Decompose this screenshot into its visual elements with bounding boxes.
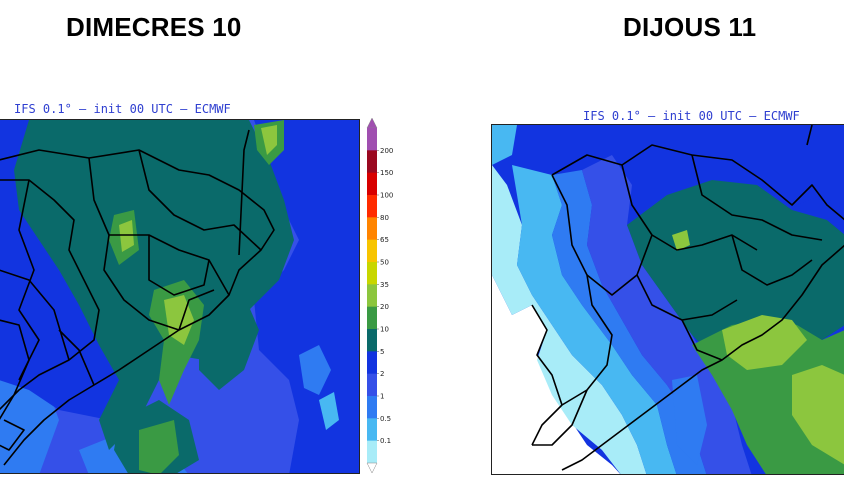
field-35mm-interior — [672, 230, 690, 251]
legend-label: 10 — [380, 326, 389, 334]
inner-border-west — [0, 179, 100, 411]
inner-border-8 — [0, 419, 25, 451]
field-10mm-east — [199, 295, 259, 390]
legend-top-arrow — [366, 117, 378, 129]
legend-swatch — [367, 217, 377, 241]
region-borders-right — [531, 125, 844, 471]
inner-border-3 — [691, 154, 823, 241]
inner-border-4 — [731, 234, 813, 286]
inner-border-north — [806, 125, 813, 146]
inner-border-6 — [586, 274, 638, 296]
precipitation-map-left — [0, 119, 360, 474]
legend-swatch — [367, 239, 377, 263]
legend-label: 1 — [380, 393, 384, 401]
day-title-wednesday: DIMECRES 10 — [66, 12, 242, 42]
legend-label: 0.5 — [380, 415, 391, 423]
map-caption-left: IFS 0.1° – init 00 UTC – ECMWF — [14, 102, 231, 116]
inner-border-7 — [531, 304, 563, 406]
legend-label: 50 — [380, 259, 389, 267]
legend-label: 5 — [380, 348, 384, 356]
inner-border-9 — [178, 289, 215, 331]
field-35mm-interior — [119, 220, 134, 252]
legend-label: 150 — [380, 169, 393, 177]
legend-label: 80 — [380, 214, 389, 222]
legend-swatch — [367, 284, 377, 308]
inner-border-5 — [18, 179, 40, 381]
legend-label: 35 — [380, 281, 389, 289]
region-borders-left — [0, 129, 275, 466]
legend-label: 65 — [380, 236, 389, 244]
legend-swatch — [367, 306, 377, 330]
color-legend: 200 150 100 80 65 50 35 20 10 5 2 1 0.5 0.1 — [364, 117, 404, 474]
legend-swatch — [367, 351, 377, 375]
field-1mm-south-spot — [672, 375, 707, 465]
field-5mm-east — [254, 120, 359, 473]
field-35mm-coast — [722, 315, 807, 370]
inner-border-2 — [138, 149, 262, 251]
legend-label: 200 — [380, 147, 393, 155]
precipitation-map-left-svg — [0, 120, 359, 473]
coastline-border — [0, 149, 275, 466]
field-05mm-nw — [492, 125, 517, 165]
inner-border-3 — [109, 234, 230, 296]
legend-swatch — [367, 262, 377, 285]
map-caption-right: IFS 0.1° – init 00 UTC – ECMWF — [583, 109, 800, 123]
inner-border-north — [238, 129, 250, 256]
legend-swatch — [367, 195, 377, 218]
inner-border-1 — [88, 157, 180, 331]
inner-border-8 — [532, 389, 588, 446]
coastline-border — [561, 244, 844, 471]
precipitation-map-right-svg — [492, 125, 844, 474]
inner-border-5 — [681, 319, 723, 361]
day-title-thursday: DIJOUS 11 — [623, 12, 757, 42]
field-1mm-band — [552, 170, 707, 474]
legend-swatch — [367, 373, 377, 397]
field-2mm-band — [582, 155, 752, 474]
inner-border-2 — [636, 234, 738, 321]
field-5mm-northeast — [797, 195, 844, 235]
inner-border-10 — [58, 329, 95, 386]
legend-swatch — [367, 329, 377, 352]
field-01mm-band — [492, 165, 647, 474]
inner-border-4 — [148, 235, 210, 296]
field-1mm-east-spot — [299, 345, 331, 395]
field-35mm-east — [792, 365, 844, 465]
field-dry-west — [492, 275, 621, 474]
legend-swatch — [367, 440, 377, 464]
legend-bottom-arrow — [366, 462, 378, 474]
inner-border-7 — [0, 319, 30, 420]
legend-swatch — [367, 128, 377, 151]
field-35mm-northeast — [261, 125, 277, 155]
field-20mm-south — [139, 420, 179, 473]
precipitation-map-right — [491, 124, 844, 475]
field-10mm-core — [14, 120, 294, 450]
legend-label: 0.1 — [380, 437, 391, 445]
legend-swatch — [367, 172, 377, 196]
legend-swatch — [367, 150, 377, 174]
field-05mm-band — [512, 165, 677, 474]
color-legend-svg: 200 150 100 80 65 50 35 20 10 5 2 1 0.5 0.1 — [366, 117, 393, 474]
northern-border — [551, 144, 844, 221]
western-border — [531, 174, 613, 446]
inner-border-6 — [0, 269, 70, 361]
legend-label: 20 — [380, 303, 389, 311]
legend-label: 2 — [380, 370, 384, 378]
legend-swatch — [367, 396, 377, 419]
legend-swatch — [367, 418, 377, 442]
field-05mm-east-spot — [319, 392, 339, 430]
legend-label: 100 — [380, 192, 393, 200]
